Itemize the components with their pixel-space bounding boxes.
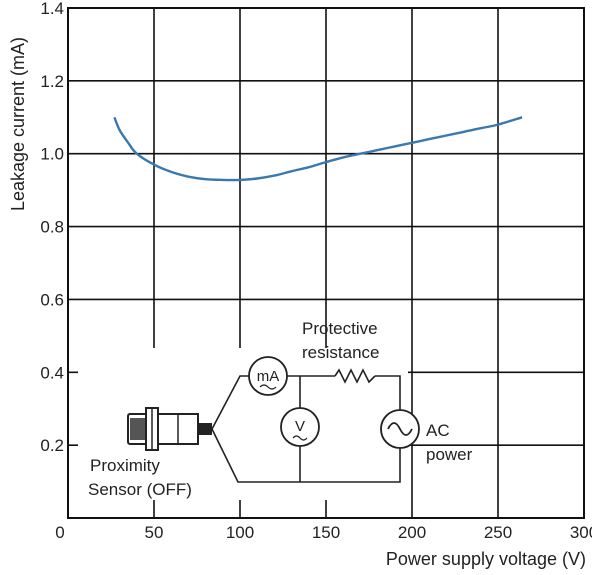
- voltmeter-icon: [280, 407, 320, 447]
- x-tick-label: 100: [226, 523, 254, 542]
- y-tick-label: 0.4: [40, 363, 64, 382]
- ac-label-line2: power: [426, 445, 473, 464]
- resistor-label-line1: Protective: [302, 319, 378, 338]
- ammeter-icon: [248, 356, 288, 396]
- voltmeter-symbol: V: [295, 418, 305, 435]
- ac-label-line1: AC: [426, 421, 450, 440]
- proximity-sensor-icon: [127, 407, 212, 451]
- resistor-label-line2: resistance: [302, 343, 379, 362]
- y-tick-label: 0.8: [40, 218, 64, 237]
- ammeter-wave-icon: [259, 384, 277, 390]
- y-tick-label: 1.0: [40, 145, 64, 164]
- plot-frame: [67, 7, 585, 519]
- y-tick-label: 1.4: [40, 0, 64, 18]
- y-tick-label: 0.2: [40, 436, 64, 455]
- x-tick-label: 300: [570, 523, 592, 542]
- voltmeter-wave-icon: [292, 435, 308, 441]
- circuit-wires: [211, 375, 401, 483]
- ac-wave-icon: [387, 422, 413, 436]
- x-tick-label: 250: [484, 523, 512, 542]
- x-tick-label: 150: [312, 523, 340, 542]
- series-layer: [113, 116, 523, 182]
- y-tick-label: 1.2: [40, 72, 64, 91]
- resistor-icon: [334, 368, 376, 384]
- y-axis-title: Leakage current (mA): [8, 37, 28, 211]
- ammeter-symbol: mA: [257, 368, 280, 385]
- y-tick-labels: 0.2 0.4 0.6 0.8 1.0 1.2 1.4: [40, 0, 64, 455]
- test-circuit-diagram: mA V Protective resistance AC power Prox…: [78, 319, 473, 500]
- leakage-current-line: [113, 116, 523, 182]
- y-tick-label: 0.6: [40, 290, 64, 309]
- x-tick-label: 200: [398, 523, 426, 542]
- x-tick-label: 0: [55, 523, 64, 542]
- x-axis-title: Power supply voltage (V): [386, 549, 586, 569]
- x-tick-labels: 0 50 100 150 200 250 300: [55, 523, 592, 542]
- resistor-gap: [335, 370, 375, 382]
- sensor-label-line1: Proximity: [90, 456, 160, 475]
- sensor-label-line2: Sensor (OFF): [88, 480, 192, 499]
- x-tick-label: 50: [145, 523, 164, 542]
